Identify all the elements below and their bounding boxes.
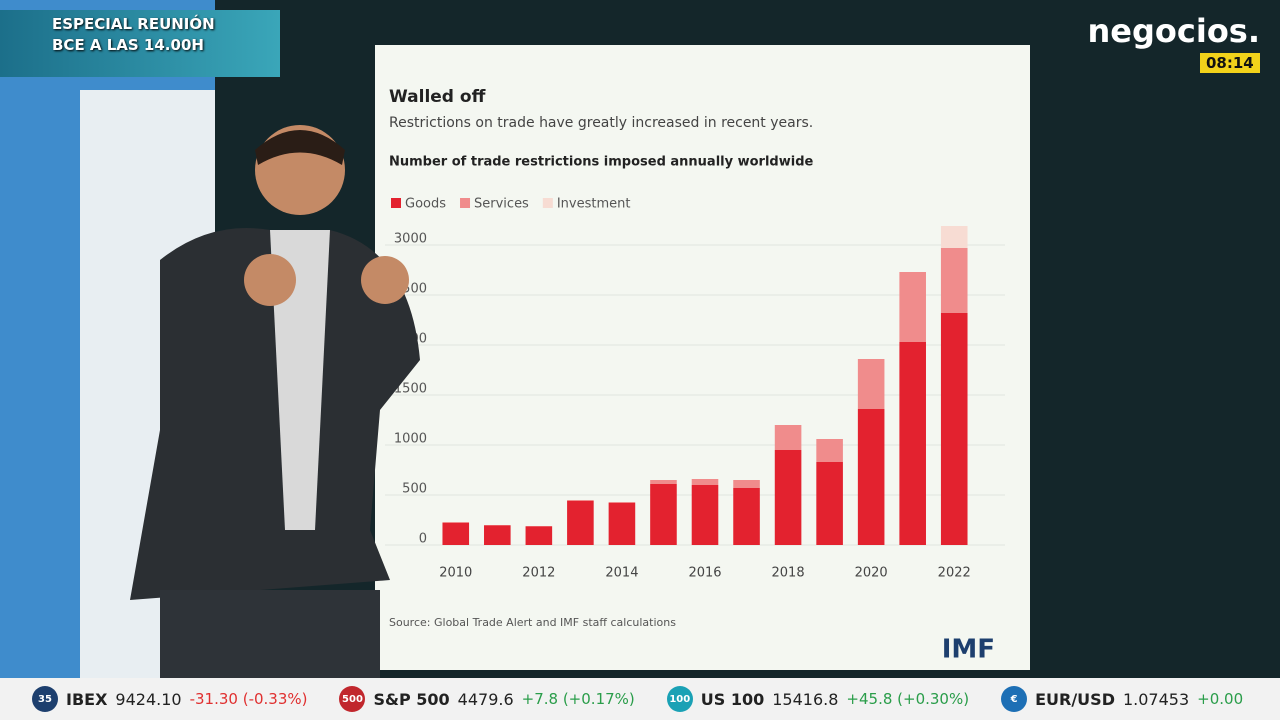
x-tick-label: 2018 bbox=[772, 566, 805, 581]
y-tick-label: 500 bbox=[402, 482, 427, 497]
bar-segment bbox=[816, 462, 843, 545]
bar-segment bbox=[940, 313, 968, 545]
y-tick-label: 0 bbox=[419, 532, 427, 547]
bar-segment bbox=[525, 526, 553, 545]
bar-segment bbox=[608, 503, 636, 545]
chart: Walled off Restrictions on trade have gr… bbox=[385, 87, 1005, 665]
bar-segment bbox=[691, 485, 719, 545]
ticker-value: 1.07453 bbox=[1122, 689, 1190, 709]
bar-segment bbox=[442, 523, 470, 545]
bar-segment bbox=[484, 525, 511, 545]
ticker-item: 35 IBEX 9424.10 -31.30 (-0.33%) bbox=[32, 686, 307, 712]
ticker-item: 500 S&P 500 4479.6 +7.8 (+0.17%) bbox=[339, 686, 635, 712]
bar-segment bbox=[608, 502, 636, 503]
bar-segment bbox=[650, 480, 677, 484]
bar-segment bbox=[899, 272, 926, 342]
bar-segment bbox=[567, 500, 594, 501]
bar-segment bbox=[733, 488, 760, 545]
headline-line: BCE A LAS 14.00H bbox=[52, 36, 204, 54]
ticker-change: +7.8 (+0.17%) bbox=[521, 690, 635, 708]
x-tick-label: 2010 bbox=[439, 566, 472, 581]
chart-subtitle: Restrictions on trade have greatly incre… bbox=[389, 115, 813, 131]
bar-segment bbox=[940, 226, 968, 248]
channel-logo: negocios. bbox=[1087, 12, 1261, 50]
ticker-item: € EUR/USD 1.07453 +0.00 bbox=[1001, 686, 1243, 712]
bar-segment bbox=[940, 248, 968, 313]
ticker-value: 9424.10 bbox=[115, 689, 182, 709]
bar-segment bbox=[525, 526, 553, 527]
brand: IMF bbox=[942, 635, 995, 665]
bar-segment bbox=[650, 484, 677, 545]
legend-swatch bbox=[391, 198, 401, 208]
ticker-item: 100 US 100 15416.8 +45.8 (+0.30%) bbox=[666, 686, 970, 712]
legend-swatch bbox=[542, 198, 553, 208]
legend-label: Services bbox=[474, 197, 529, 212]
bar-segment bbox=[857, 409, 885, 545]
source-note: Source: Global Trade Alert and IMF staff… bbox=[389, 616, 676, 629]
y-tick-label: 3000 bbox=[394, 232, 427, 247]
ticker-name: EUR/USD bbox=[1035, 689, 1115, 709]
x-tick-label: 2012 bbox=[522, 566, 555, 581]
x-tick-label: 2016 bbox=[688, 566, 721, 581]
headline: ESPECIAL REUNIÓN BCE A LAS 14.00H bbox=[52, 14, 215, 56]
ticker-name: US 100 bbox=[700, 689, 765, 709]
x-tick-label: 2014 bbox=[605, 566, 638, 581]
clock: 08:14 bbox=[1200, 53, 1260, 73]
chart-panel: Walled off Restrictions on trade have gr… bbox=[375, 45, 1030, 670]
bar-segment bbox=[774, 450, 802, 545]
x-tick-label: 2022 bbox=[938, 566, 971, 581]
bar-segment bbox=[774, 425, 802, 450]
presenter bbox=[130, 125, 420, 678]
x-tick-label: 2020 bbox=[855, 566, 888, 581]
stock-ticker: 35 IBEX 9424.10 -31.30 (-0.33%) 500 S&P 500 44… bbox=[0, 678, 1280, 720]
legend-swatch bbox=[460, 198, 471, 208]
ticker-name: IBEX bbox=[66, 689, 108, 709]
ticker-change: -31.30 (-0.33%) bbox=[189, 690, 308, 708]
bar-segment bbox=[899, 342, 926, 545]
ticker-change: +45.8 (+0.30%) bbox=[846, 690, 970, 708]
headline-line: ESPECIAL REUNIÓN bbox=[52, 15, 215, 33]
y-axis-label: Number of trade restrictions imposed ann… bbox=[389, 155, 814, 170]
ticker-badge: 100 bbox=[666, 686, 693, 712]
ticker-value: 4479.6 bbox=[457, 689, 514, 709]
ticker-badge: 500 bbox=[339, 686, 366, 712]
bar-segment bbox=[567, 501, 594, 545]
ticker-name: S&P 500 bbox=[373, 689, 450, 709]
legend-label: Goods bbox=[405, 197, 446, 212]
bar-segment bbox=[816, 439, 843, 462]
ticker-badge: € bbox=[1001, 686, 1028, 712]
bar-segment bbox=[857, 359, 885, 409]
ticker-value: 15416.8 bbox=[772, 689, 839, 709]
bar-segment bbox=[733, 480, 760, 488]
chart-title: Walled off bbox=[389, 87, 486, 107]
legend-label: Investment bbox=[557, 197, 631, 212]
bar-segment bbox=[484, 525, 511, 526]
y-tick-label: 1500 bbox=[394, 382, 427, 397]
ticker-badge: 35 bbox=[32, 686, 58, 712]
ticker-change: +0.00 bbox=[1197, 690, 1244, 708]
program-thumbnail bbox=[0, 10, 280, 77]
bar-segment bbox=[442, 522, 470, 523]
bar-segment bbox=[691, 479, 719, 485]
y-tick-label: 1000 bbox=[394, 432, 427, 447]
